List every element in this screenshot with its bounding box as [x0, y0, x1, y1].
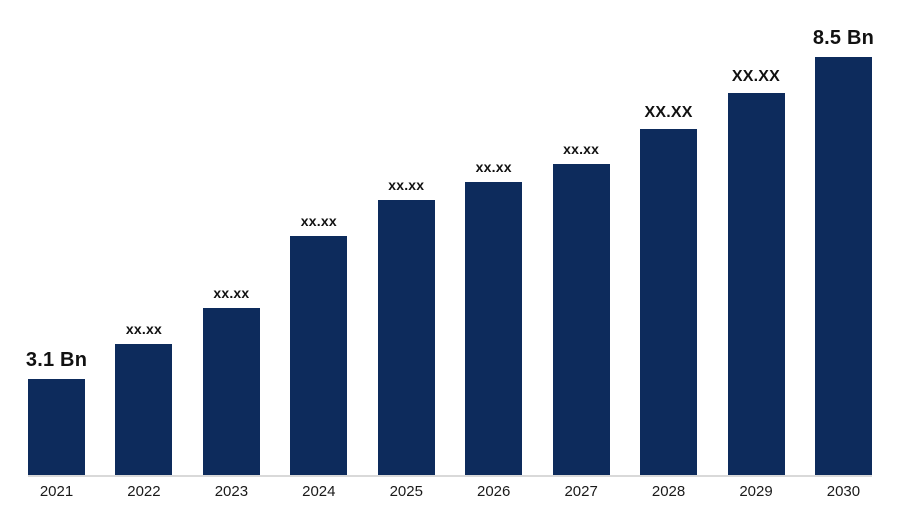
- x-tick-label: 2025: [389, 483, 423, 500]
- bar: [377, 200, 435, 475]
- bar-value-label: xx.xx: [388, 177, 425, 193]
- bar-value-label: xx.xx: [213, 285, 250, 301]
- bar-value-label: xx.xx: [125, 321, 162, 337]
- x-tick-label: 2027: [564, 483, 598, 500]
- x-tick-label: 2024: [302, 483, 336, 500]
- bar-value-label: 3.1 Bn: [25, 349, 88, 371]
- bar-value-label: 8.5 Bn: [812, 27, 875, 49]
- bar-column: 3.1 Bn: [25, 349, 88, 475]
- plot-area: 3.1 Bn xx.xx xx.xx xx.xx xx.xx xx.xx xx.xx XX.X…: [25, 0, 875, 477]
- bar-column: xx.xx: [377, 177, 435, 475]
- bar: [290, 236, 348, 475]
- x-tick-label: 2021: [39, 483, 74, 500]
- bar-column: xx.xx: [552, 141, 610, 475]
- bar-column: 8.5 Bn: [812, 27, 875, 475]
- bar-column: XX.XX: [727, 68, 785, 475]
- x-axis-labels: 2021 2022 2023 2024 2025 2026 2027 2028 2029 2030: [28, 483, 872, 500]
- bar-column: XX.XX: [640, 104, 698, 475]
- bar-value-label: xx.xx: [475, 159, 512, 175]
- x-tick-label: 2022: [127, 483, 161, 500]
- bar: [727, 93, 785, 475]
- bar: [814, 57, 872, 475]
- x-tick-label: 2030: [826, 483, 861, 500]
- bar: [552, 164, 610, 475]
- x-tick-label: 2023: [214, 483, 249, 500]
- bar-value-label: XX.XX: [731, 68, 781, 85]
- bar-column: xx.xx: [290, 213, 348, 475]
- bar-column: xx.xx: [465, 159, 523, 475]
- bar: [465, 182, 523, 475]
- bar: [115, 344, 173, 475]
- bar-value-label: XX.XX: [644, 104, 693, 121]
- bar-column: xx.xx: [202, 285, 260, 475]
- bar: [28, 379, 85, 475]
- bar-value-label: xx.xx: [300, 213, 337, 229]
- bar-value-label: xx.xx: [563, 141, 600, 157]
- bar: [640, 129, 698, 475]
- bar-column: xx.xx: [115, 321, 173, 475]
- x-tick-label: 2028: [651, 483, 686, 500]
- bar: [202, 308, 260, 475]
- x-tick-label: 2026: [477, 483, 511, 500]
- x-tick-label: 2029: [739, 483, 773, 500]
